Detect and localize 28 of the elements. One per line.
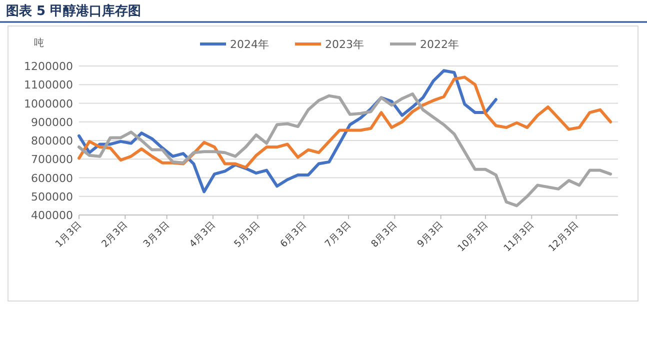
legend-label: 2023年 xyxy=(325,38,364,51)
x-tick-label: 11月3日 xyxy=(502,219,537,254)
y-tick-label: 900000 xyxy=(31,116,73,129)
legend-label: 2024年 xyxy=(230,38,269,51)
y-axis-title: 吨 xyxy=(34,37,44,49)
x-tick-label: 12月3日 xyxy=(546,219,582,254)
y-tick-label: 400000 xyxy=(31,209,73,222)
y-tick-label: 1100000 xyxy=(24,78,73,92)
line-series xyxy=(78,76,612,170)
x-tick-label: 10月3日 xyxy=(456,219,491,254)
x-tick-label: 8月3日 xyxy=(369,219,400,250)
legend-label: 2022年 xyxy=(420,38,459,51)
chart-title: 图表 5 甲醇港口库存图 xyxy=(6,3,142,19)
x-tick-label: 3月3日 xyxy=(142,219,172,250)
x-tick-label: 9月3日 xyxy=(415,219,446,250)
line-series xyxy=(78,92,612,208)
y-tick-label: 800000 xyxy=(31,134,73,148)
y-tick-label: 1200000 xyxy=(24,60,73,73)
x-tick-label: 5月3日 xyxy=(232,219,263,250)
y-tick-label: 1000000 xyxy=(24,97,73,110)
x-tick-label: 6月3日 xyxy=(278,219,309,250)
x-tick-label: 7月3日 xyxy=(323,219,354,250)
y-tick-label: 500000 xyxy=(31,190,73,204)
x-tick-label: 1月3日 xyxy=(54,219,84,250)
x-tick-label: 4月3日 xyxy=(188,219,218,250)
y-tick-label: 700000 xyxy=(31,153,73,166)
x-tick-label: 2月3日 xyxy=(100,219,130,250)
y-tick-label: 600000 xyxy=(31,172,73,185)
